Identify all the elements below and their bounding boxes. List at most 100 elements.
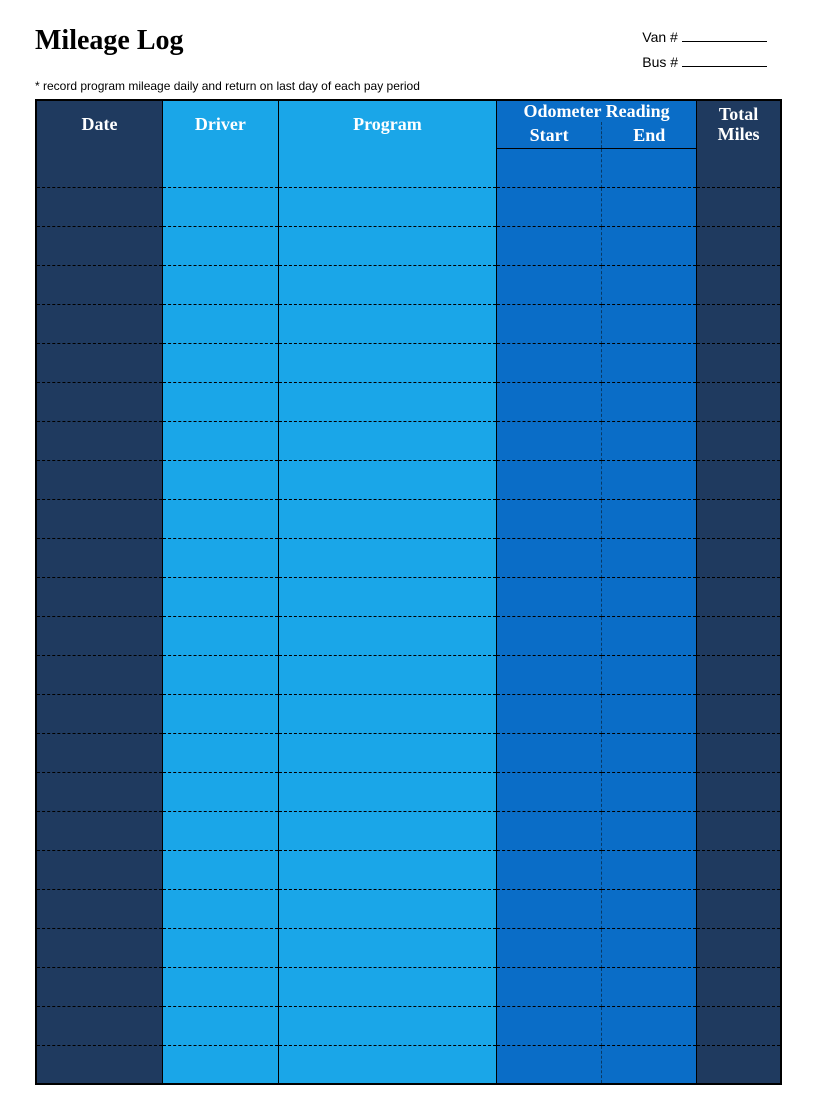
cell[interactable] bbox=[496, 382, 601, 421]
cell[interactable] bbox=[162, 655, 278, 694]
cell[interactable] bbox=[496, 928, 601, 967]
cell[interactable] bbox=[162, 1006, 278, 1045]
cell[interactable] bbox=[602, 889, 697, 928]
cell[interactable] bbox=[602, 460, 697, 499]
cell[interactable] bbox=[162, 577, 278, 616]
cell[interactable] bbox=[278, 499, 496, 538]
cell[interactable] bbox=[602, 1045, 697, 1084]
cell[interactable] bbox=[496, 460, 601, 499]
cell[interactable] bbox=[36, 460, 162, 499]
cell[interactable] bbox=[496, 889, 601, 928]
cell[interactable] bbox=[496, 577, 601, 616]
cell[interactable] bbox=[697, 850, 781, 889]
cell[interactable] bbox=[602, 772, 697, 811]
cell[interactable] bbox=[602, 304, 697, 343]
cell[interactable] bbox=[278, 226, 496, 265]
cell[interactable] bbox=[162, 967, 278, 1006]
cell[interactable] bbox=[496, 187, 601, 226]
cell[interactable] bbox=[162, 421, 278, 460]
cell[interactable] bbox=[36, 733, 162, 772]
cell[interactable] bbox=[697, 148, 781, 187]
cell[interactable] bbox=[278, 265, 496, 304]
cell[interactable] bbox=[496, 811, 601, 850]
cell[interactable] bbox=[496, 148, 601, 187]
cell[interactable] bbox=[278, 928, 496, 967]
cell[interactable] bbox=[36, 850, 162, 889]
cell[interactable] bbox=[697, 1045, 781, 1084]
cell[interactable] bbox=[36, 343, 162, 382]
cell[interactable] bbox=[697, 811, 781, 850]
cell[interactable] bbox=[496, 304, 601, 343]
cell[interactable] bbox=[602, 343, 697, 382]
cell[interactable] bbox=[496, 616, 601, 655]
cell[interactable] bbox=[697, 733, 781, 772]
cell[interactable] bbox=[162, 811, 278, 850]
cell[interactable] bbox=[36, 1006, 162, 1045]
cell[interactable] bbox=[162, 694, 278, 733]
cell[interactable] bbox=[602, 811, 697, 850]
cell[interactable] bbox=[162, 538, 278, 577]
cell[interactable] bbox=[496, 343, 601, 382]
cell[interactable] bbox=[496, 967, 601, 1006]
cell[interactable] bbox=[36, 382, 162, 421]
cell[interactable] bbox=[162, 460, 278, 499]
cell[interactable] bbox=[697, 889, 781, 928]
cell[interactable] bbox=[602, 1006, 697, 1045]
cell[interactable] bbox=[697, 1006, 781, 1045]
cell[interactable] bbox=[602, 655, 697, 694]
cell[interactable] bbox=[36, 616, 162, 655]
cell[interactable] bbox=[496, 421, 601, 460]
cell[interactable] bbox=[278, 538, 496, 577]
cell[interactable] bbox=[162, 889, 278, 928]
cell[interactable] bbox=[602, 538, 697, 577]
cell[interactable] bbox=[697, 538, 781, 577]
cell[interactable] bbox=[496, 226, 601, 265]
cell[interactable] bbox=[36, 655, 162, 694]
cell[interactable] bbox=[278, 772, 496, 811]
cell[interactable] bbox=[602, 694, 697, 733]
cell[interactable] bbox=[697, 187, 781, 226]
cell[interactable] bbox=[162, 382, 278, 421]
cell[interactable] bbox=[496, 655, 601, 694]
cell[interactable] bbox=[602, 421, 697, 460]
cell[interactable] bbox=[278, 694, 496, 733]
cell[interactable] bbox=[278, 616, 496, 655]
cell[interactable] bbox=[697, 772, 781, 811]
cell[interactable] bbox=[697, 304, 781, 343]
cell[interactable] bbox=[162, 187, 278, 226]
cell[interactable] bbox=[162, 499, 278, 538]
cell[interactable] bbox=[36, 1045, 162, 1084]
cell[interactable] bbox=[697, 382, 781, 421]
cell[interactable] bbox=[162, 733, 278, 772]
cell[interactable] bbox=[278, 811, 496, 850]
cell[interactable] bbox=[36, 889, 162, 928]
cell[interactable] bbox=[36, 772, 162, 811]
cell[interactable] bbox=[36, 148, 162, 187]
cell[interactable] bbox=[602, 187, 697, 226]
cell[interactable] bbox=[697, 694, 781, 733]
cell[interactable] bbox=[496, 694, 601, 733]
cell[interactable] bbox=[278, 1045, 496, 1084]
cell[interactable] bbox=[496, 538, 601, 577]
cell[interactable] bbox=[602, 499, 697, 538]
cell[interactable] bbox=[162, 1045, 278, 1084]
cell[interactable] bbox=[697, 460, 781, 499]
cell[interactable] bbox=[278, 304, 496, 343]
cell[interactable] bbox=[602, 616, 697, 655]
cell[interactable] bbox=[602, 928, 697, 967]
cell[interactable] bbox=[278, 187, 496, 226]
bus-number-input[interactable] bbox=[682, 66, 767, 67]
cell[interactable] bbox=[278, 850, 496, 889]
cell[interactable] bbox=[36, 304, 162, 343]
cell[interactable] bbox=[162, 616, 278, 655]
cell[interactable] bbox=[162, 265, 278, 304]
cell[interactable] bbox=[496, 733, 601, 772]
cell[interactable] bbox=[602, 967, 697, 1006]
cell[interactable] bbox=[697, 577, 781, 616]
cell[interactable] bbox=[162, 772, 278, 811]
cell[interactable] bbox=[278, 889, 496, 928]
cell[interactable] bbox=[36, 967, 162, 1006]
cell[interactable] bbox=[602, 733, 697, 772]
cell[interactable] bbox=[36, 499, 162, 538]
cell[interactable] bbox=[36, 577, 162, 616]
